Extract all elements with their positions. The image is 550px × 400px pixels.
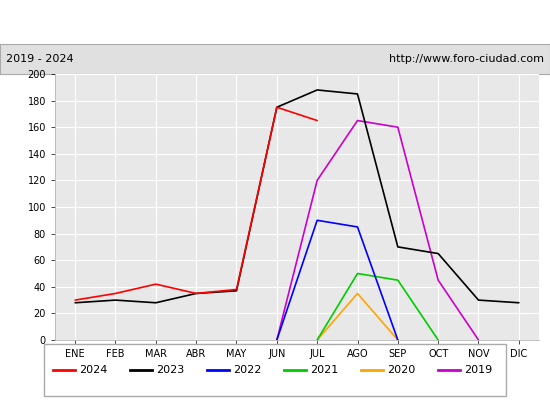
Text: 2023: 2023 <box>156 365 185 375</box>
Text: 2019: 2019 <box>464 365 493 375</box>
Text: http://www.foro-ciudad.com: http://www.foro-ciudad.com <box>389 54 544 64</box>
Text: 2022: 2022 <box>233 365 262 375</box>
Text: 2020: 2020 <box>387 365 416 375</box>
Text: Evolucion Nº Turistas Extranjeros en el municipio de Ramiras: Evolucion Nº Turistas Extranjeros en el … <box>72 16 478 28</box>
Text: 2021: 2021 <box>310 365 339 375</box>
Text: 2024: 2024 <box>79 365 108 375</box>
Text: 2019 - 2024: 2019 - 2024 <box>6 54 73 64</box>
